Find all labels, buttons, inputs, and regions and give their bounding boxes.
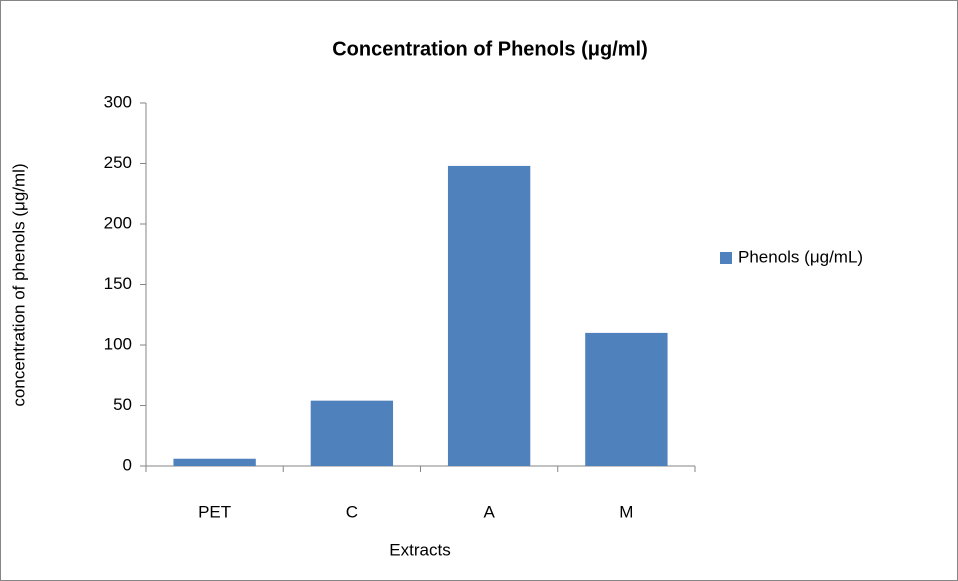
legend-label: Phenols (μg/mL) bbox=[738, 247, 863, 266]
x-axis-label: Extracts bbox=[389, 540, 450, 559]
bar bbox=[447, 165, 531, 467]
y-tick-label: 50 bbox=[113, 395, 132, 414]
bar bbox=[585, 332, 668, 466]
y-tick-label: 100 bbox=[104, 334, 132, 353]
x-tick-label: A bbox=[483, 502, 495, 521]
bar bbox=[173, 458, 256, 466]
y-axis-label: concentration of phenols (μg/ml) bbox=[9, 163, 28, 406]
x-tick-label: M bbox=[619, 502, 633, 521]
bar bbox=[310, 400, 394, 466]
y-tick-label: 300 bbox=[104, 92, 132, 111]
x-tick-label: C bbox=[346, 502, 358, 521]
y-tick-label: 0 bbox=[123, 455, 132, 474]
x-tick-label: PET bbox=[198, 502, 231, 521]
chart-title: Concentration of Phenols (μg/ml) bbox=[332, 38, 648, 60]
y-tick-label: 200 bbox=[104, 213, 132, 232]
y-tick-label: 250 bbox=[104, 153, 132, 172]
legend-swatch bbox=[720, 252, 732, 264]
y-tick-label: 150 bbox=[104, 274, 132, 293]
